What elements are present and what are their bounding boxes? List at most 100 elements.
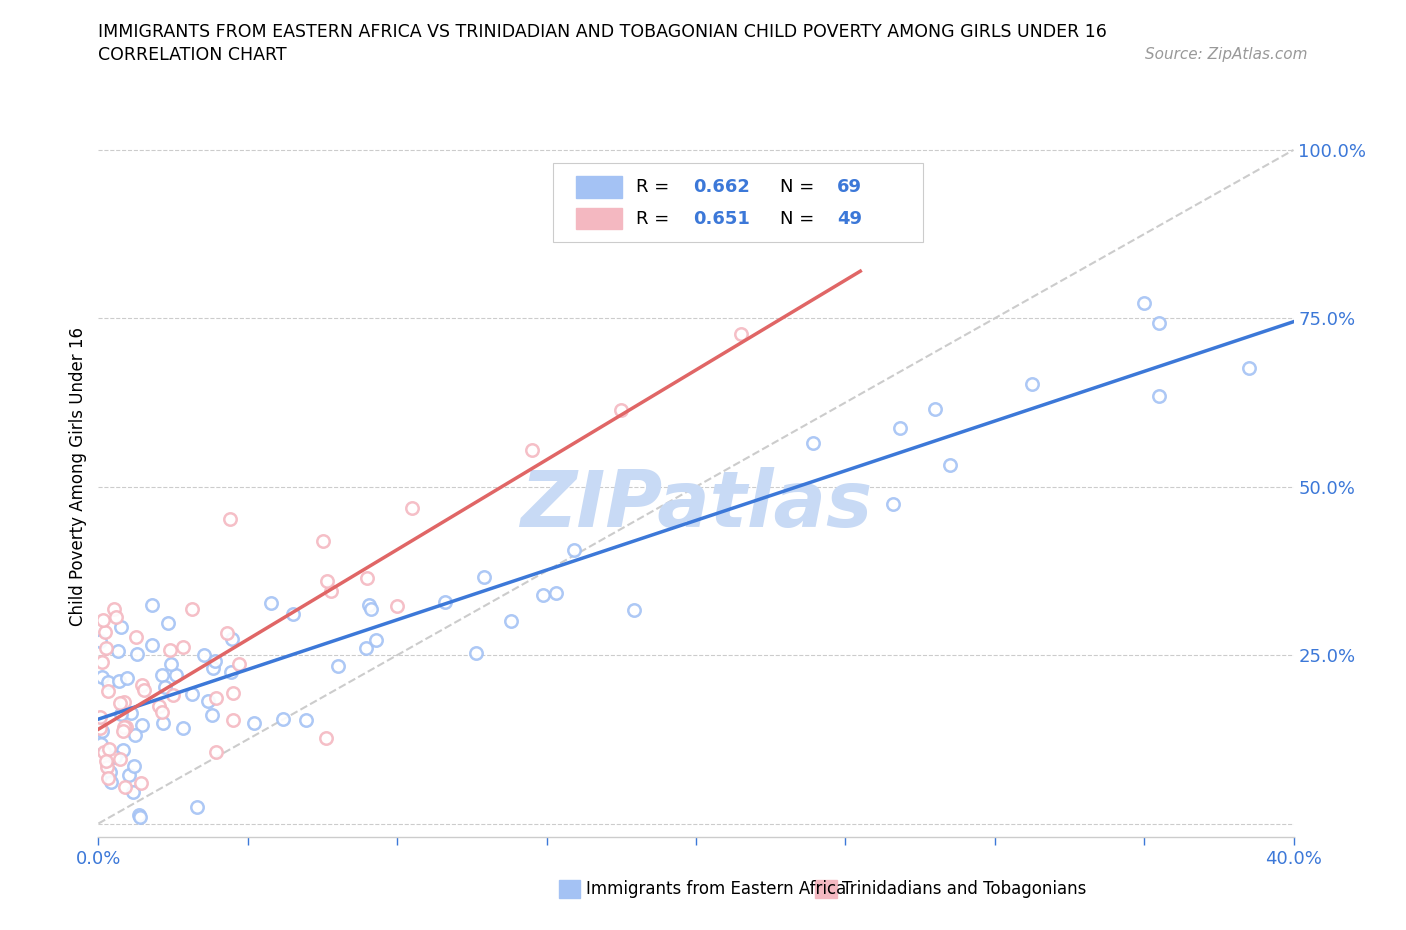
Point (107, 673, 129, 688)
Point (89, 709, 111, 724)
Text: Trinidadians and Tobagonians: Trinidadians and Tobagonians (842, 880, 1087, 897)
Point (356, 570, 378, 585)
Point (141, 597, 163, 612)
Point (499, 614, 522, 629)
Point (104, 609, 127, 624)
Point (1237, 360, 1260, 375)
Point (157, 616, 180, 631)
Point (180, 686, 202, 701)
Point (472, 570, 495, 585)
Point (114, 779, 136, 794)
Bar (576, 176, 621, 198)
Point (228, 656, 250, 671)
Point (546, 586, 568, 601)
Point (118, 767, 141, 782)
Point (96, 770, 118, 785)
Point (201, 708, 224, 723)
Point (89, 634, 111, 649)
Point (165, 668, 187, 683)
Point (150, 668, 173, 683)
Point (218, 512, 240, 526)
Point (1147, 389, 1170, 404)
Point (204, 691, 226, 706)
Bar (558, 880, 581, 897)
Point (96, 760, 118, 775)
Point (204, 654, 226, 669)
Point (97, 684, 120, 698)
Point (222, 685, 245, 700)
Point (103, 602, 125, 617)
Point (939, 458, 962, 472)
Point (186, 800, 208, 815)
Text: R =: R = (637, 209, 675, 228)
Point (114, 720, 136, 735)
Point (295, 712, 318, 727)
Point (243, 716, 266, 731)
Point (1147, 315, 1170, 330)
Point (110, 707, 132, 722)
Point (1133, 296, 1156, 311)
Point (882, 497, 904, 512)
Point (434, 594, 457, 609)
Point (132, 683, 155, 698)
Point (562, 542, 585, 557)
Point (108, 696, 131, 711)
Point (221, 632, 243, 647)
Point (326, 658, 349, 673)
Bar (815, 880, 837, 897)
Point (730, 169, 752, 184)
Point (98, 742, 121, 757)
Point (172, 721, 194, 736)
Point (801, 436, 824, 451)
Point (172, 639, 194, 654)
Point (162, 687, 184, 702)
Point (127, 646, 149, 661)
Point (730, 326, 752, 341)
Point (96, 641, 118, 656)
Point (131, 677, 153, 692)
Point (401, 501, 423, 516)
Text: 0.662: 0.662 (693, 178, 751, 196)
Point (104, 750, 127, 764)
Point (122, 784, 145, 799)
Point (110, 619, 132, 634)
Point (124, 727, 146, 742)
Point (120, 706, 142, 721)
Text: N =: N = (780, 209, 820, 228)
Point (312, 534, 335, 549)
Point (90, 724, 112, 738)
Point (90, 737, 112, 751)
Point (359, 597, 381, 612)
Y-axis label: Child Poverty Among Girls Under 16: Child Poverty Among Girls Under 16 (69, 327, 87, 626)
Point (97, 674, 120, 689)
Bar (576, 207, 621, 230)
Point (100, 764, 122, 779)
Point (623, 603, 645, 618)
Text: N =: N = (780, 178, 820, 196)
Point (111, 742, 134, 757)
Point (112, 720, 135, 735)
Point (364, 632, 387, 647)
Point (260, 596, 283, 611)
Point (464, 645, 486, 660)
Point (90, 670, 112, 684)
Point (360, 602, 382, 617)
Point (141, 638, 163, 653)
Point (131, 717, 153, 732)
Point (108, 751, 131, 766)
FancyBboxPatch shape (553, 163, 922, 243)
Point (531, 588, 554, 603)
Point (354, 641, 377, 656)
Text: 0.651: 0.651 (693, 209, 751, 228)
Point (124, 758, 146, 773)
Point (181, 602, 204, 617)
Point (117, 671, 139, 685)
Point (271, 711, 294, 726)
Point (129, 809, 152, 824)
Point (319, 584, 342, 599)
Point (159, 657, 181, 671)
Point (197, 694, 219, 709)
Point (93, 745, 115, 760)
Point (93, 625, 115, 640)
Point (193, 648, 215, 663)
